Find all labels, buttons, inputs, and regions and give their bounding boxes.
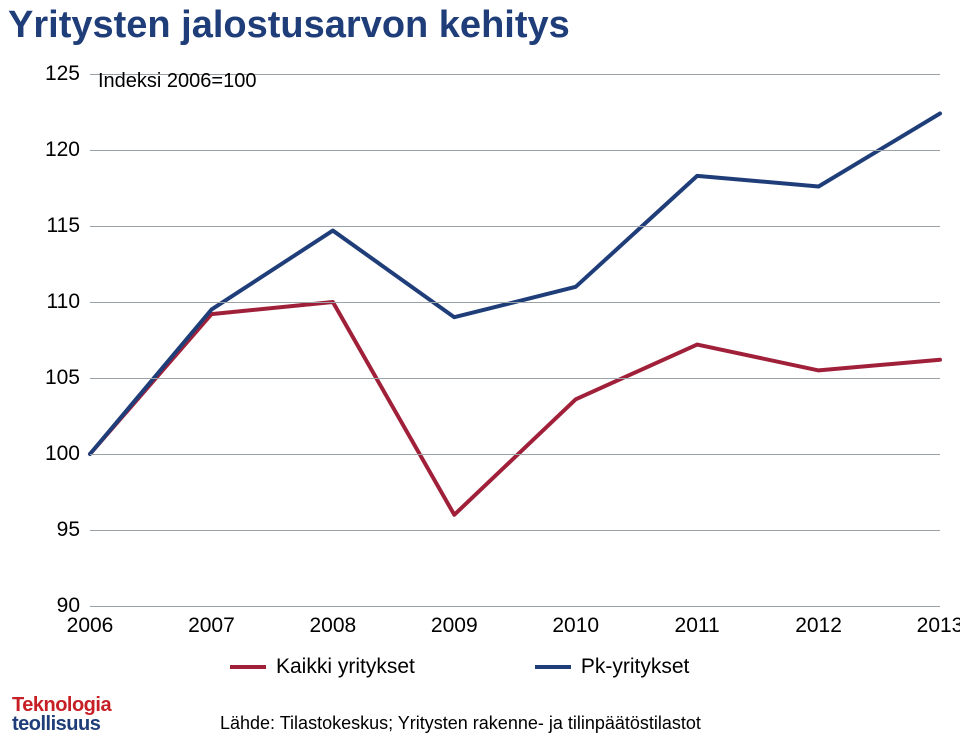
series-line (90, 114, 940, 454)
chart-legend: Kaikki yritykset Pk-yritykset (230, 655, 689, 679)
y-tick-label: 95 (30, 518, 80, 542)
y-tick-label: 100 (30, 442, 80, 466)
page-title: Yritysten jalostusarvon kehitys (8, 4, 570, 47)
x-tick-label: 2011 (675, 614, 720, 638)
series-line (90, 302, 940, 515)
x-tick-label: 2008 (309, 614, 356, 638)
source-text: Lähde: Tilastokeskus; Yritysten rakenne-… (220, 713, 701, 734)
chart-plot-area: 9095100105110115120125200620072008200920… (90, 74, 940, 606)
gridline (90, 530, 940, 531)
x-tick-label: 2009 (431, 614, 478, 638)
y-tick-label: 125 (30, 62, 80, 86)
legend-swatch (535, 665, 571, 669)
gridline (90, 378, 940, 379)
legend-label: Pk-yritykset (581, 655, 690, 679)
x-tick-label: 2007 (188, 614, 235, 638)
legend-item: Pk-yritykset (535, 655, 690, 679)
x-tick-label: 2012 (795, 614, 842, 638)
index-label: Indeksi 2006=100 (98, 70, 256, 93)
gridline (90, 454, 940, 455)
y-tick-label: 110 (30, 290, 80, 314)
legend-item: Kaikki yritykset (230, 655, 415, 679)
gridline (90, 606, 940, 607)
legend-swatch (230, 665, 266, 669)
x-tick-label: 2013 (917, 614, 960, 638)
x-tick-label: 2006 (67, 614, 114, 638)
y-tick-label: 105 (30, 366, 80, 390)
gridline (90, 226, 940, 227)
page-root: Yritysten jalostusarvon kehitys 90951001… (0, 0, 960, 756)
chart-lines-svg (90, 74, 940, 606)
x-tick-label: 2010 (552, 614, 599, 638)
y-tick-label: 120 (30, 138, 80, 162)
legend-label: Kaikki yritykset (276, 655, 415, 679)
logo-bottom: teollisuus (12, 715, 111, 734)
y-tick-label: 115 (30, 214, 80, 238)
gridline (90, 150, 940, 151)
logo: Teknologia teollisuus (12, 696, 111, 734)
gridline (90, 302, 940, 303)
